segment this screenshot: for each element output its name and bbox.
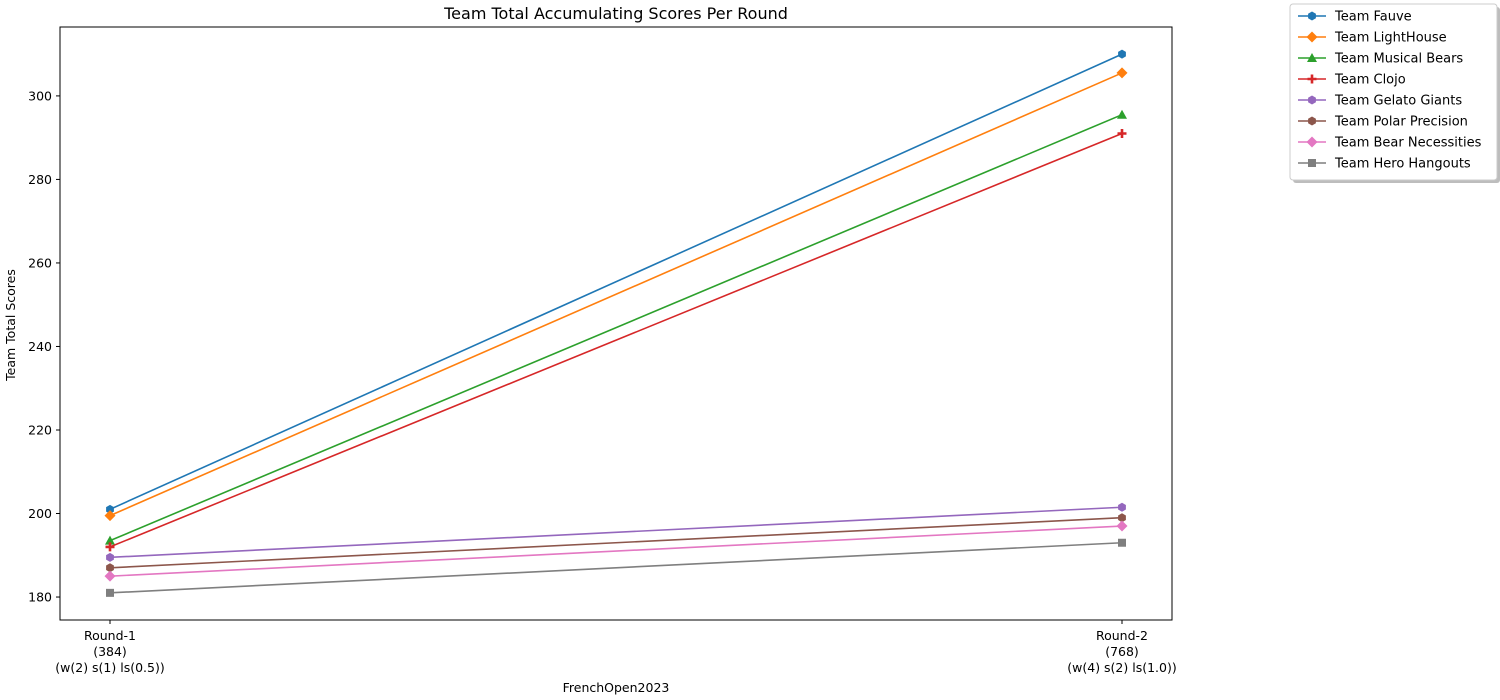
y-tick-label: 200	[28, 506, 52, 521]
legend-label: Team Fauve	[1334, 10, 1412, 25]
data-point	[1118, 502, 1126, 512]
y-tick-label: 300	[28, 88, 52, 103]
series-line	[109, 72, 1123, 517]
legend-label: Team Bear Necessities	[1334, 136, 1482, 151]
x-tick-label: (384)	[93, 644, 127, 659]
data-point	[104, 570, 116, 582]
legend-box	[1289, 3, 1498, 181]
x-tick-label: (w(2) s(1) ls(0.5))	[55, 660, 164, 675]
legend-marker	[1307, 74, 1317, 84]
data-point	[105, 542, 115, 552]
data-point	[1118, 513, 1126, 523]
x-tick-label: (w(4) s(2) ls(1.0))	[1067, 660, 1176, 675]
y-tick-label: 240	[28, 339, 52, 354]
x-tick-label: Round-1	[84, 628, 136, 643]
legend-marker	[1308, 11, 1316, 21]
legend-marker	[1306, 31, 1318, 43]
data-point	[106, 563, 114, 573]
data-point	[1116, 67, 1128, 79]
series-line	[109, 516, 1123, 569]
series-line	[109, 132, 1123, 548]
data-point	[1117, 109, 1127, 119]
series-line	[109, 506, 1123, 559]
series-line	[109, 53, 1123, 511]
y-tick-label: 260	[28, 255, 52, 270]
data-point	[106, 552, 114, 562]
y-tick-label: 220	[28, 422, 52, 437]
x-tick-label: Round-2	[1096, 628, 1148, 643]
legend-label: Team Clojo	[1334, 73, 1406, 88]
series-line	[109, 113, 1123, 542]
legend-marker	[1306, 136, 1318, 148]
data-point	[1116, 520, 1128, 532]
data-point	[1118, 49, 1126, 59]
legend-marker	[1308, 95, 1316, 105]
data-point	[106, 588, 114, 597]
legend: Team Fauve Team LightHouse Team Musical Be…	[1289, 3, 1500, 183]
legend-marker	[1308, 159, 1316, 167]
y-tick-label: 180	[28, 590, 52, 605]
chart-title: Team Total Accumulating Scores Per Round	[443, 4, 788, 23]
series-line	[109, 525, 1123, 577]
legend-label: Team Polar Precision	[1334, 115, 1468, 130]
data-point	[105, 535, 115, 545]
x-axis-label: FrenchOpen2023	[563, 680, 670, 695]
legend-marker	[1307, 53, 1317, 62]
series-line	[109, 541, 1123, 594]
plot-area: 180 200 220 240 260 280 300 Round-1(384)(w(2) s…	[28, 26, 1177, 675]
y-tick-label: 280	[28, 172, 52, 187]
x-tick-label: (768)	[1105, 644, 1139, 659]
legend-label: Team Gelato Giants	[1334, 94, 1462, 109]
data-point	[1118, 538, 1126, 547]
data-point	[104, 510, 116, 522]
legend-label: Team LightHouse	[1334, 31, 1447, 46]
legend-label: Team Musical Bears	[1334, 52, 1463, 67]
legend-marker	[1308, 116, 1316, 126]
data-point	[1117, 128, 1127, 138]
data-point	[106, 504, 114, 514]
legend-label: Team Hero Hangouts	[1334, 157, 1471, 172]
plot-frame	[59, 26, 1173, 621]
y-axis-label: Team Total Scores	[3, 269, 18, 382]
